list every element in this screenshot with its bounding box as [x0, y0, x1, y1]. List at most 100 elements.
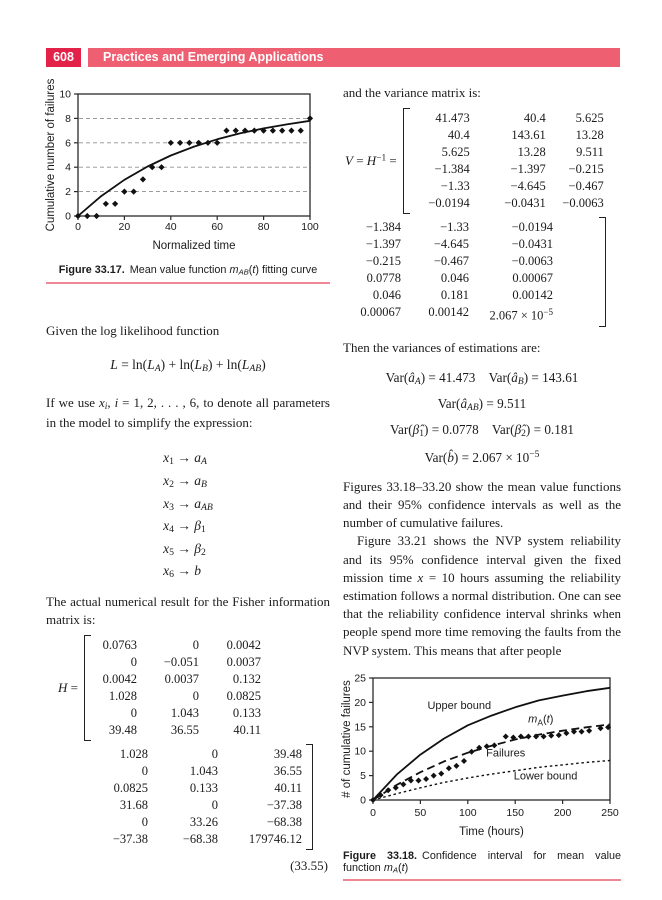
- paragraph-figure-3321: Figure 33.21 shows the NVP system reliab…: [343, 533, 621, 658]
- svg-text:60: 60: [211, 221, 223, 233]
- svg-text:Time (hours): Time (hours): [459, 826, 524, 838]
- matrix-cell: 31.68: [119, 798, 148, 813]
- parameter-mapping-line: x3 → aAB: [163, 495, 213, 513]
- matrix-cell: 0.00067: [512, 271, 553, 286]
- matrix-cell: 0.0042: [226, 638, 261, 653]
- svg-text:20: 20: [119, 221, 131, 233]
- matrix-cell: 2.067 × 10−5: [489, 307, 553, 323]
- svg-text:50: 50: [415, 807, 427, 819]
- parameter-mapping-line: x1 → aA: [163, 450, 207, 468]
- matrix-block-2: −1.384 −1.33 −0.0194 −1.397 −4.645 −0.0431 −0.…: [351, 217, 553, 327]
- matrix-block-2: 1.028 0 39.48 0 1.043 36.55 0.0825 0.133 40.11 31…: [98, 744, 302, 850]
- svg-text:2: 2: [65, 186, 71, 198]
- paragraph-log-likelihood: Given the log likelihood function: [46, 322, 220, 338]
- matrix-label: V = H−1 =: [345, 153, 397, 169]
- figure-caption-text: Confidence interval for mean value funct…: [343, 849, 621, 875]
- matrix-cell: 0.00142: [512, 288, 553, 303]
- svg-text:0: 0: [65, 211, 71, 223]
- matrix-cell: −0.467: [568, 179, 604, 194]
- page-number: 608: [46, 48, 81, 67]
- header-title-bar: Practices and Emerging Applications: [88, 48, 620, 67]
- parameter-mappings: x1 → aA x2 → aB x3 → aAB x4 → β1 x5 → β2 x6 →…: [46, 449, 330, 585]
- matrix-cell: 39.48: [273, 747, 302, 762]
- svg-text:Normalized time: Normalized time: [152, 240, 235, 252]
- figure-33-18: 0 50 100 150 200 250 0 5 10 15 20 25 Upper bound mA(t…: [341, 668, 621, 882]
- matrix-cell: −68.38: [182, 832, 218, 847]
- matrix-cell: 0: [211, 798, 218, 813]
- matrix-cell: −0.051: [163, 655, 199, 670]
- chart-confidence-interval: 0 50 100 150 200 250 0 5 10 15 20 25 Upper bound mA(t…: [341, 672, 619, 838]
- figure-caption-label: Figure 33.17.: [58, 264, 125, 276]
- caption-rule: [343, 879, 621, 882]
- svg-text:Cumulative number of failures: Cumulative number of failures: [45, 78, 57, 231]
- matrix-cell: 41.473: [435, 111, 470, 126]
- matrix-cell: 143.61: [511, 128, 546, 143]
- matrix-cell: 0.0778: [366, 271, 401, 286]
- caption-rule: [46, 281, 330, 284]
- matrix-cell: −1.33: [440, 179, 470, 194]
- matrix-cell: −0.0063: [562, 196, 604, 211]
- svg-text:Failures: Failures: [486, 747, 526, 759]
- svg-text:5: 5: [360, 770, 366, 782]
- matrix-cell: 0: [141, 815, 148, 830]
- matrix-cell: 13.28: [575, 128, 604, 143]
- matrix-cell: −4.645: [433, 237, 469, 252]
- svg-text:10: 10: [59, 89, 71, 101]
- matrix-cell: 0: [192, 689, 199, 704]
- parameter-mapping-line: x5 → β2: [163, 540, 206, 558]
- matrix-cell: 0.0037: [226, 655, 261, 670]
- left-column: 0 20 40 60 80 100 0 2 4 6 8 10 Normalized time Cumula…: [45, 78, 330, 881]
- parameter-mapping-line: x2 → aB: [163, 472, 207, 491]
- chart-mab-fitting-curve: 0 20 40 60 80 100 0 2 4 6 8 10 Normalized time Cumula…: [45, 78, 319, 252]
- matrix-cell: 36.55: [170, 723, 199, 738]
- paragraph-if-we-use: If we use xi, i = 1, 2, . . . , 6, to de…: [46, 395, 330, 431]
- matrix-label: H =: [58, 680, 78, 696]
- svg-text:100: 100: [459, 807, 477, 819]
- matrix-cell: −0.0194: [428, 196, 470, 211]
- matrix-cell: 1.043: [189, 764, 218, 779]
- matrix-cell: 0.133: [189, 781, 218, 796]
- svg-text:20: 20: [354, 697, 366, 709]
- matrix-cell: 9.511: [576, 145, 604, 160]
- matrix-cell: 0.046: [440, 271, 469, 286]
- svg-text:0: 0: [370, 807, 376, 819]
- header-title: Practices and Emerging Applications: [103, 50, 324, 64]
- paragraph-then-variances: Then the variances of estimations are:: [343, 339, 541, 355]
- page-header: 608 Practices and Emerging Applications: [46, 48, 620, 67]
- fisher-information-matrix: H = 0.0763 0 0.0042 0 −0.051 0.0037 0.0042 0.00…: [46, 635, 330, 874]
- svg-text:15: 15: [354, 721, 366, 733]
- figure-33-18-caption: Figure 33.18. Confidence interval for mea…: [343, 850, 621, 875]
- parameter-mapping-line: x4 → β1: [163, 518, 206, 536]
- matrix-cell: −1.384: [365, 220, 401, 235]
- matrix-block-1: 41.473 40.4 5.625 40.4 143.61 13.28 5.625 13.28…: [410, 108, 604, 214]
- svg-text:# of cumulative failures: # of cumulative failures: [341, 680, 353, 798]
- matrix-cell: −37.38: [266, 798, 302, 813]
- svg-text:200: 200: [554, 807, 572, 819]
- svg-text:10: 10: [354, 745, 366, 757]
- matrix-cell: −0.0063: [511, 254, 553, 269]
- matrix-bracket-left: [402, 108, 410, 215]
- matrix-cell: −0.0194: [511, 220, 553, 235]
- matrix-cell: −68.38: [266, 815, 302, 830]
- matrix-cell: −0.0431: [511, 237, 553, 252]
- matrix-cell: 0: [130, 655, 137, 670]
- matrix-cell: 5.625: [441, 145, 470, 160]
- matrix-cell: 0: [141, 764, 148, 779]
- matrix-cell: 36.55: [273, 764, 302, 779]
- matrix-cell: 1.028: [108, 689, 137, 704]
- variance-equation-line: Var(b̂) = 2.067 × 10−5: [424, 449, 540, 465]
- figure-33-17: 0 20 40 60 80 100 0 2 4 6 8 10 Normalized time Cumula…: [45, 78, 330, 284]
- equation-number: (33.55): [290, 858, 328, 874]
- matrix-cell: 40.4: [447, 128, 470, 143]
- matrix-cell: 0.0825: [113, 781, 148, 796]
- svg-text:Lower bound: Lower bound: [514, 770, 578, 782]
- variance-equations: Var(âA) = 41.473 Var(âB) = 143.61 Var(âAB…: [343, 367, 621, 468]
- matrix-block-1: 0.0763 0 0.0042 0 −0.051 0.0037 0.0042 0.0037 0.…: [91, 635, 261, 741]
- matrix-cell: 5.625: [575, 111, 604, 126]
- matrix-bracket-left: [83, 635, 91, 742]
- matrix-cell: 179746.12: [248, 832, 302, 847]
- matrix-cell: −1.397: [365, 237, 401, 252]
- matrix-cell: 13.28: [517, 145, 546, 160]
- matrix-cell: 0.0763: [102, 638, 137, 653]
- svg-text:0: 0: [360, 794, 366, 806]
